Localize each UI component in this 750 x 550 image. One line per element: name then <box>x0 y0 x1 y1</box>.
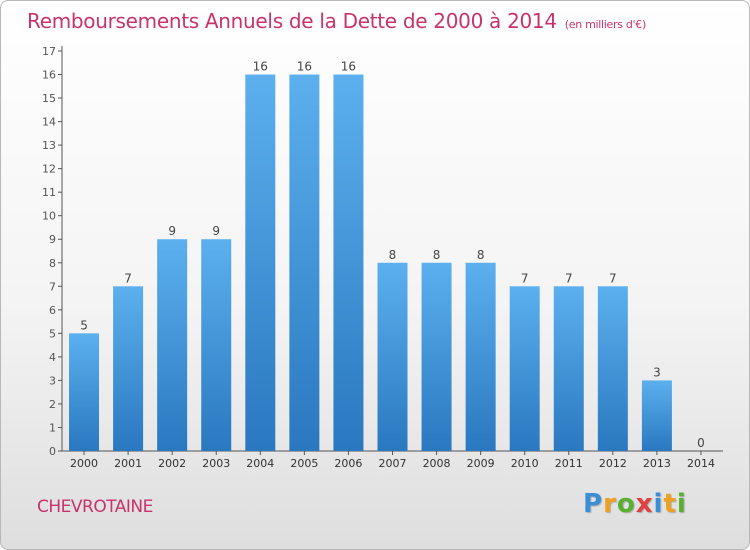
bar-value-label: 16 <box>297 60 312 74</box>
logo-letter: i <box>653 489 664 519</box>
y-tick-label: 7 <box>49 280 56 293</box>
bar <box>597 286 628 451</box>
x-tick-label: 2013 <box>643 457 671 470</box>
bar-value-label: 3 <box>653 365 661 379</box>
chart-subtitle: (en milliers d'€) <box>564 18 646 31</box>
x-tick-label: 2005 <box>290 457 318 470</box>
chart-data-labels: 5 7 9 9 16 16 16 8 8 8 7 7 7 3 0 <box>80 60 705 450</box>
y-tick-label: 13 <box>42 139 56 152</box>
logo-letter: i <box>676 489 687 519</box>
logo-letter: o <box>616 489 636 519</box>
bar <box>553 286 584 451</box>
y-tick-label: 4 <box>49 351 56 364</box>
bar <box>289 74 320 451</box>
logo-letter: x <box>635 489 654 519</box>
y-tick-label: 10 <box>42 210 56 223</box>
bar-value-label: 0 <box>697 436 705 450</box>
bar-value-label: 9 <box>168 224 176 238</box>
y-tick-label: 17 <box>42 45 56 58</box>
x-tick-label: 2000 <box>70 457 98 470</box>
y-tick-label: 8 <box>49 257 56 270</box>
bar <box>641 380 672 451</box>
chart-x-tick-labels: 2000 2001 2002 2003 2004 2005 2006 2007 2008 2009… <box>70 451 715 470</box>
x-tick-label: 2007 <box>379 457 407 470</box>
y-tick-label: 11 <box>42 186 56 199</box>
bar <box>113 286 144 451</box>
x-tick-label: 2003 <box>202 457 230 470</box>
bar <box>509 286 540 451</box>
bar-value-label: 7 <box>565 271 573 285</box>
x-tick-label: 2010 <box>511 457 539 470</box>
bar <box>465 262 496 451</box>
x-tick-label: 2001 <box>114 457 142 470</box>
bar <box>421 262 452 451</box>
bar-value-label: 8 <box>433 248 441 262</box>
y-tick-label: 6 <box>49 304 56 317</box>
y-tick-label: 14 <box>42 116 56 129</box>
x-tick-label: 2004 <box>246 457 274 470</box>
bar-value-label: 7 <box>609 271 617 285</box>
x-tick-label: 2008 <box>423 457 451 470</box>
y-tick-label: 16 <box>42 69 56 82</box>
logo-letter: P <box>583 489 604 519</box>
x-tick-label: 2011 <box>555 457 583 470</box>
bar <box>245 74 276 451</box>
y-tick-label: 1 <box>49 421 56 434</box>
bar-value-label: 16 <box>341 60 356 74</box>
chart-bars <box>69 74 672 451</box>
bar-value-label: 8 <box>389 248 397 262</box>
x-tick-label: 2006 <box>334 457 362 470</box>
y-tick-label: 5 <box>49 327 56 340</box>
commune-name: CHEVROTAINE <box>37 497 153 517</box>
y-tick-label: 9 <box>49 233 56 246</box>
y-tick-label: 2 <box>49 398 56 411</box>
bar <box>69 333 100 451</box>
chart-title: Remboursements Annuels de la Dette de 20… <box>27 9 646 33</box>
proxiti-logo: Proxiti <box>583 489 687 519</box>
chart-title-text: Remboursements Annuels de la Dette de 20… <box>27 9 557 33</box>
x-tick-label: 2014 <box>687 457 715 470</box>
y-tick-label: 0 <box>49 445 56 458</box>
bar <box>333 74 364 451</box>
x-tick-label: 2012 <box>599 457 627 470</box>
logo-letter: t <box>663 489 677 519</box>
bar <box>377 262 408 451</box>
bar <box>201 239 232 451</box>
y-tick-label: 12 <box>42 163 56 176</box>
y-tick-label: 3 <box>49 374 56 387</box>
bar-value-label: 9 <box>212 224 220 238</box>
bar-value-label: 8 <box>477 248 485 262</box>
bar-value-label: 7 <box>521 271 529 285</box>
bar-value-label: 16 <box>253 60 268 74</box>
bar-value-label: 5 <box>80 318 88 332</box>
x-tick-label: 2009 <box>467 457 495 470</box>
bar <box>157 239 188 451</box>
logo-letter: r <box>603 489 617 519</box>
y-tick-label: 15 <box>42 92 56 105</box>
bar-value-label: 7 <box>124 271 132 285</box>
x-tick-label: 2002 <box>158 457 186 470</box>
